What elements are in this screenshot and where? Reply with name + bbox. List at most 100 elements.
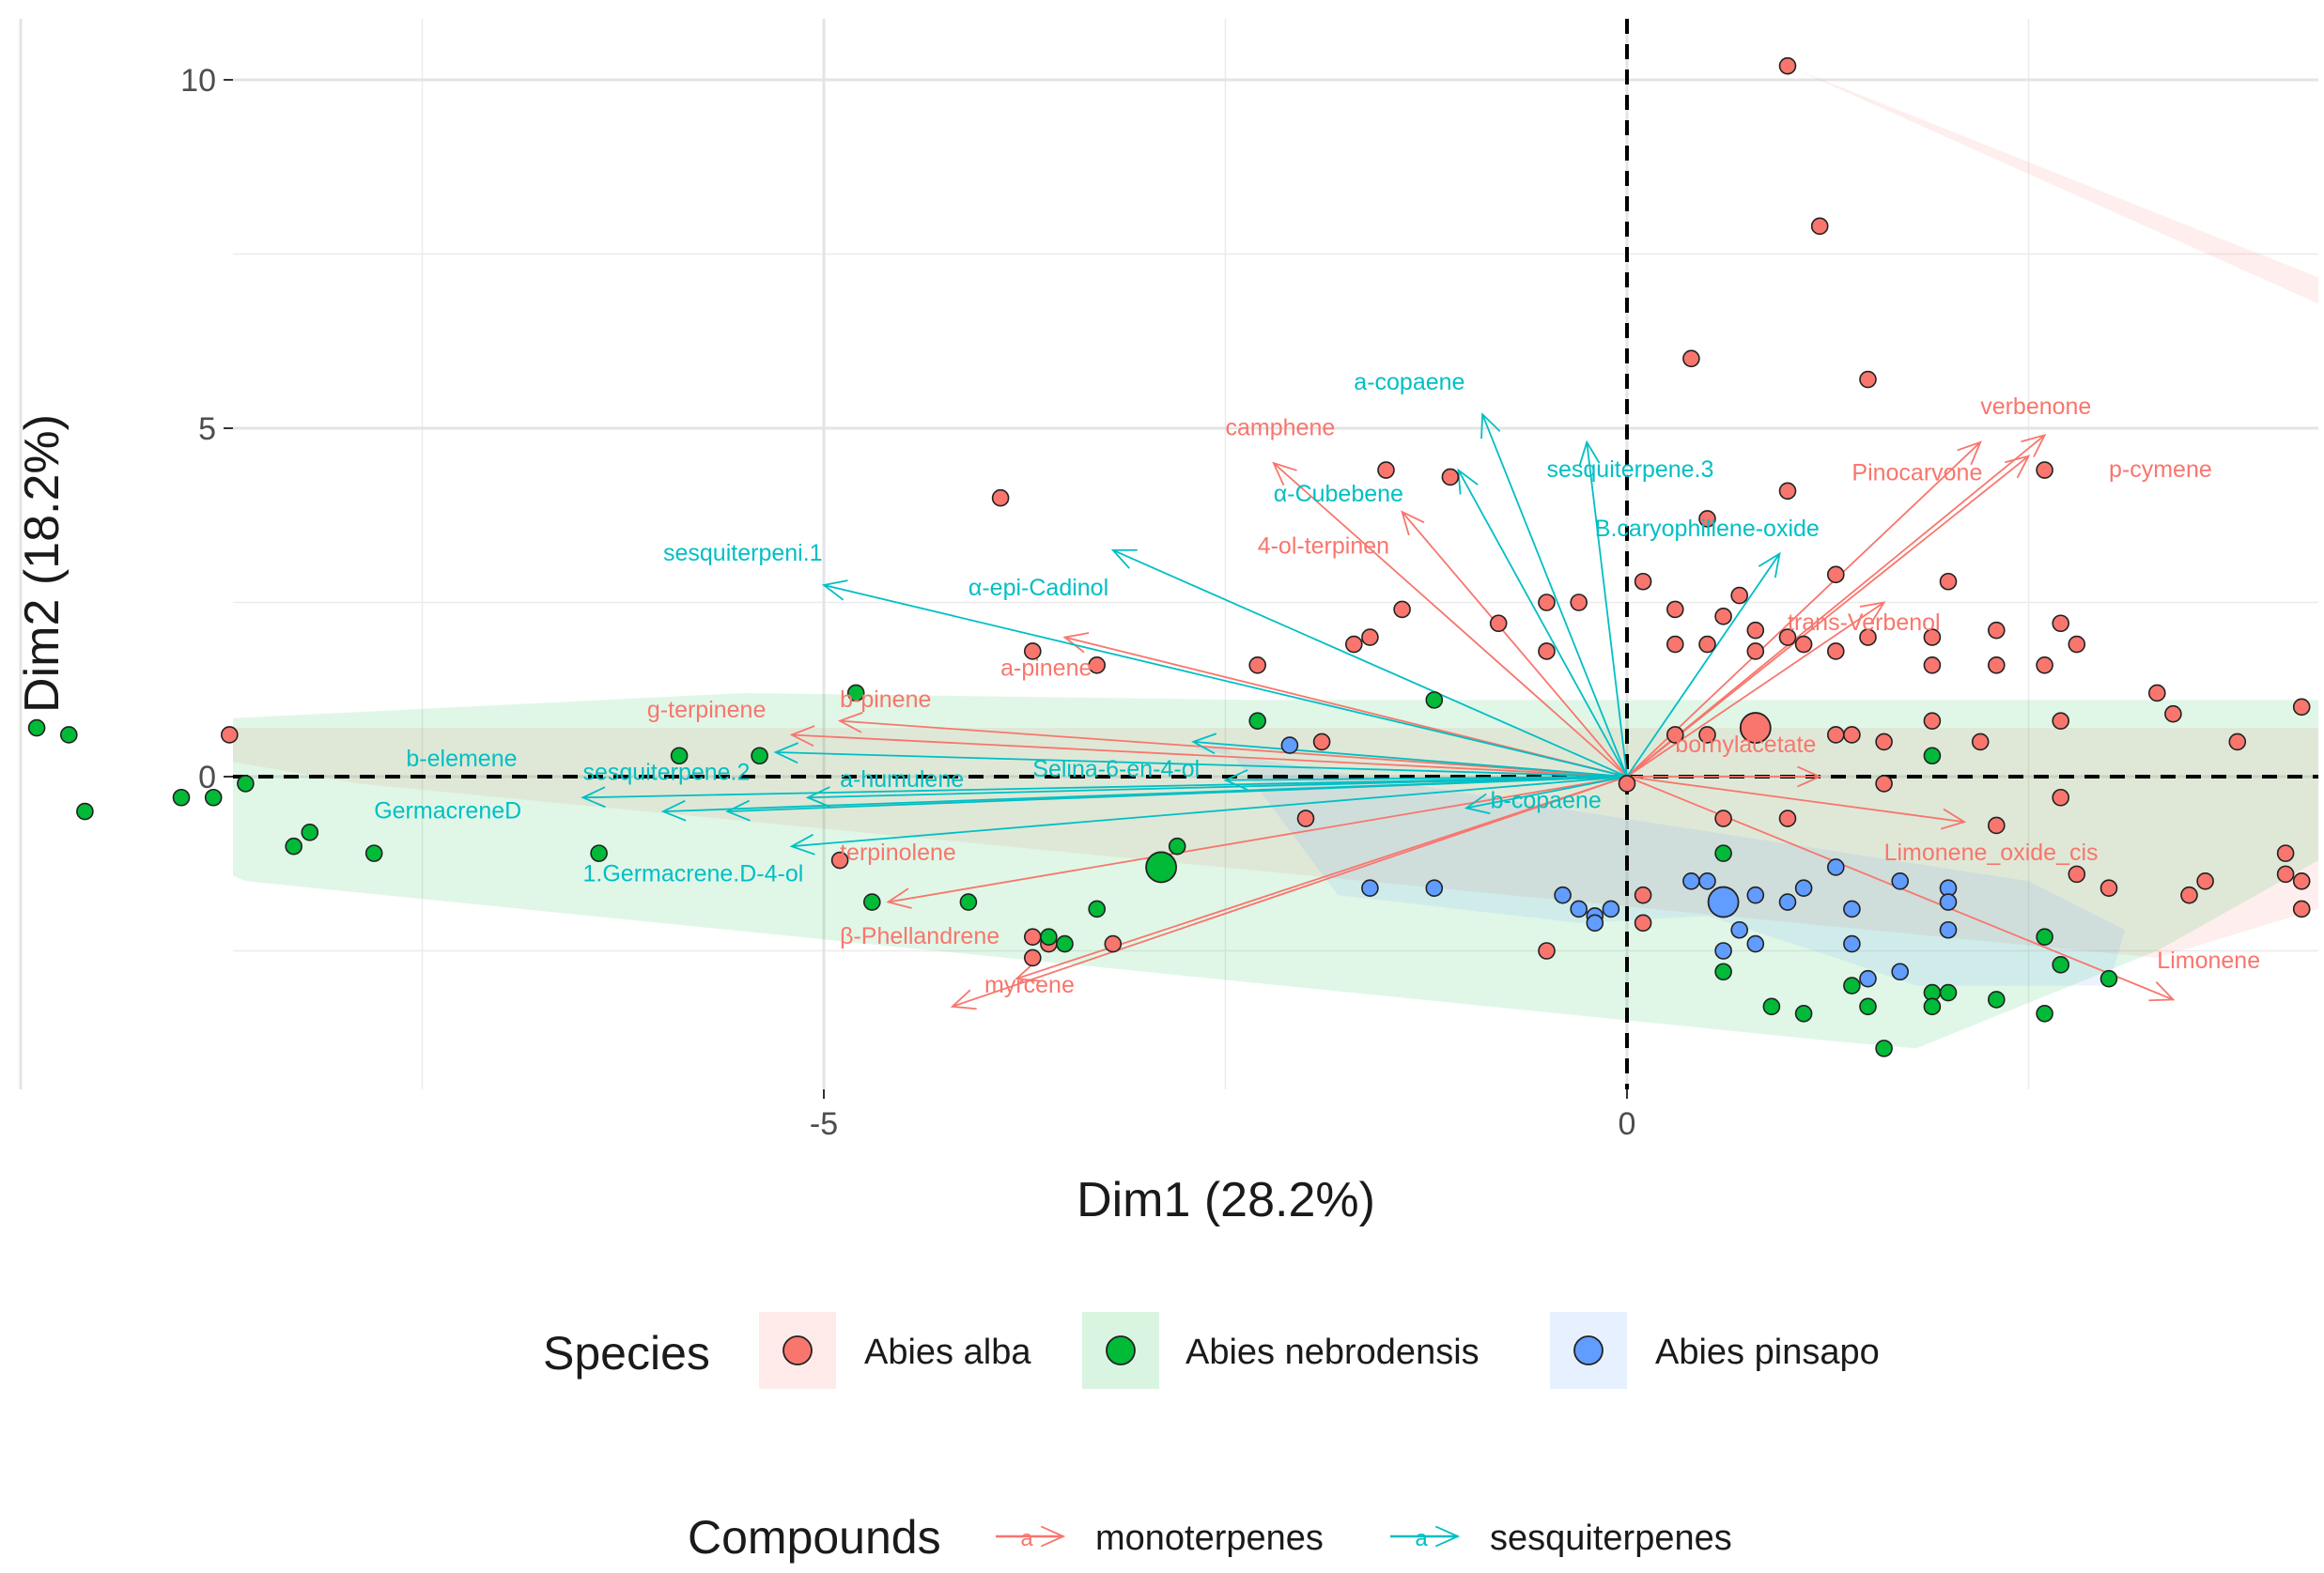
point-nebrodensis [1040, 928, 1058, 946]
arrow-monoterpenes [1626, 601, 1885, 778]
point-alba [2099, 879, 2118, 898]
arrow-label-sesquiterpenes: 1.Germacrene.D-4-ol [583, 860, 804, 887]
arrowhead [773, 742, 799, 764]
point-alba [1730, 586, 1748, 605]
point-alba [1024, 948, 1042, 967]
point-nebrodensis [590, 844, 608, 862]
arrow-sesquiterpenes [1225, 776, 1628, 781]
arrowhead [1758, 551, 1781, 578]
point-nebrodensis [364, 844, 383, 862]
point-alba [1971, 733, 1990, 751]
arrow-label-sesquiterpenes: b-copaene [1491, 787, 1602, 813]
point-nebrodensis [1714, 963, 1732, 981]
arrowhead [1401, 510, 1425, 536]
legend-dot-nebrodensis [1106, 1335, 1136, 1365]
arrowhead [1110, 548, 1138, 569]
point-nebrodensis [959, 893, 978, 911]
point-alba [1618, 775, 1636, 793]
point-alba [1714, 608, 1732, 625]
point-alba [2180, 886, 2198, 904]
point-alba [1827, 642, 1845, 660]
point-pinsapo [1939, 893, 1958, 911]
point-alba [1988, 621, 2006, 640]
arrow-monoterpenes [1064, 636, 1628, 778]
arrowhead [1457, 468, 1479, 495]
axis-ticks: -5 0 0 5 10 [180, 63, 1635, 1142]
arrow-monoterpenes [840, 719, 1628, 778]
point-pinsapo [1843, 900, 1861, 918]
point-alba [2068, 865, 2086, 884]
point-nebrodensis [172, 788, 191, 807]
species-centroids [1145, 712, 1772, 918]
point-pinsapo [1570, 900, 1588, 918]
point-alba [1939, 572, 1958, 591]
point-alba [2148, 684, 2166, 702]
compounds-legend-title: Compounds [688, 1511, 941, 1564]
point-alba [1698, 726, 1716, 744]
point-nebrodensis [1088, 900, 1106, 918]
point-nebrodensis [846, 684, 865, 702]
arrow-monoterpenes [1273, 462, 1628, 778]
point-alba [1312, 733, 1331, 751]
arrow-monoterpenes [1626, 455, 2030, 778]
point-nebrodensis [285, 837, 303, 856]
point-alba [1104, 934, 1123, 953]
point-alba [2276, 865, 2295, 884]
point-alba [2228, 733, 2247, 751]
point-alba [1441, 468, 1460, 486]
point-alba [1843, 726, 1861, 744]
point-alba [1024, 928, 1042, 946]
point-alba [991, 488, 1010, 507]
arrowhead [1859, 601, 1886, 625]
arrow-label-sesquiterpenes: sesquiterpene.2 [583, 760, 751, 786]
arrowhead [1272, 461, 1297, 486]
point-nebrodensis [60, 726, 78, 744]
species-legend: Species Abies alba Abies nebrodensis Abies… [543, 1312, 1880, 1389]
legend-glyph-monoterpenes: a [1020, 1526, 1033, 1551]
y-tick-label: 10 [180, 63, 216, 99]
arrow-sesquiterpenes [775, 751, 1628, 778]
sample-points [27, 56, 2311, 1057]
arrow-label-monoterpenes: myrcene [984, 972, 1075, 998]
point-alba [1923, 655, 1942, 674]
arrow-label-sesquiterpenes: B.caryophillene-oxide [1595, 516, 1820, 542]
arrow-sesquiterpenes [1626, 553, 1781, 778]
x-tick-label: -5 [810, 1106, 838, 1142]
species-hulls [233, 66, 2318, 1049]
arrow-sesquiterpenes [1481, 413, 1628, 778]
arrow-label-sesquiterpenes: Selina-6-en-4-ol [1032, 756, 1200, 782]
point-pinsapo [1827, 858, 1845, 876]
point-alba [1377, 461, 1395, 479]
arrow-monoterpenes [1401, 511, 1628, 778]
point-nebrodensis [2036, 928, 2053, 946]
point-nebrodensis [1923, 997, 1942, 1016]
point-nebrodensis [2052, 956, 2069, 974]
y-tick-label: 0 [198, 760, 216, 795]
point-alba [2052, 788, 2069, 807]
arrow-label-monoterpenes: 4-ol-terpinen [1258, 533, 1389, 560]
point-pinsapo [1859, 969, 1877, 988]
point-nebrodensis [76, 802, 94, 821]
arrow-label-monoterpenes: camphene [1226, 414, 1336, 440]
point-nebrodensis [1056, 934, 1074, 953]
point-alba [2196, 871, 2214, 890]
arrow-monoterpenes [1626, 434, 2046, 778]
point-alba [1489, 614, 1508, 633]
point-alba [1810, 217, 1829, 236]
point-alba [2292, 871, 2311, 890]
point-nebrodensis [237, 775, 255, 793]
point-pinsapo [1891, 963, 1909, 981]
point-alba [1988, 816, 2006, 835]
point-pinsapo [1602, 900, 1620, 918]
hull-pinsapo [1193, 745, 2126, 986]
legend-label-monoterpenes: monoterpenes [1095, 1519, 1324, 1558]
arrow-sesquiterpenes [1457, 470, 1628, 778]
arrow-monoterpenes [1626, 776, 1965, 824]
point-alba [1923, 712, 1942, 730]
arrowhead [821, 579, 848, 601]
legend-label-alba: Abies alba [864, 1333, 1031, 1372]
arrowhead [581, 786, 606, 809]
arrowhead [1480, 412, 1501, 440]
point-alba [2068, 635, 2086, 654]
point-alba [1682, 349, 1700, 368]
